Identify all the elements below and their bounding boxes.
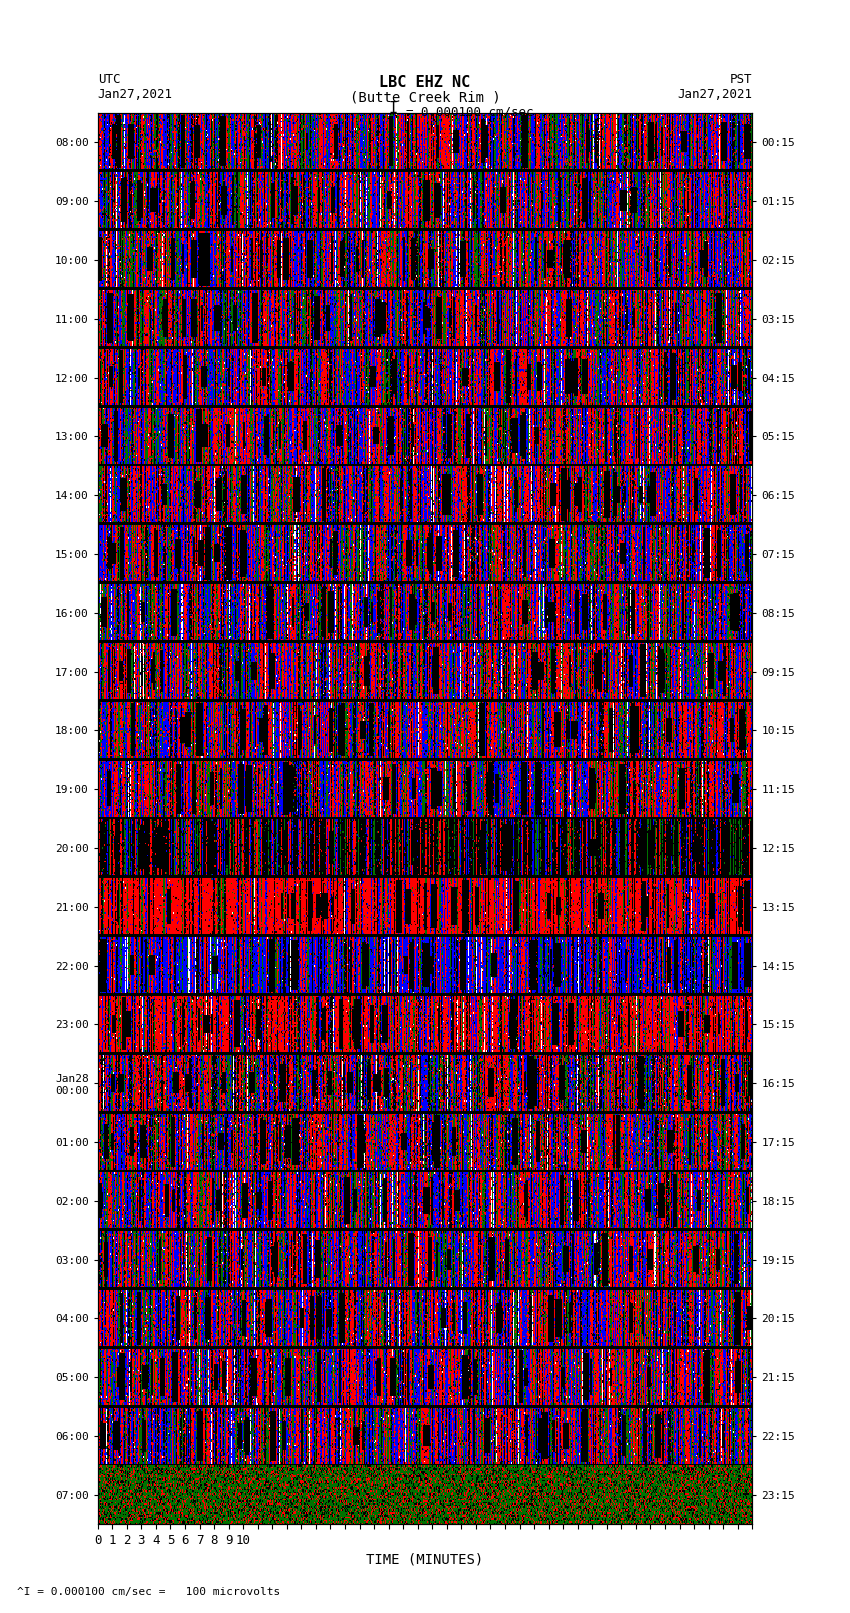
Text: I: I xyxy=(388,102,397,116)
Text: (Butte Creek Rim ): (Butte Creek Rim ) xyxy=(349,90,501,105)
Text: LBC EHZ NC: LBC EHZ NC xyxy=(379,74,471,90)
Text: PST: PST xyxy=(730,73,752,85)
X-axis label: TIME (MINUTES): TIME (MINUTES) xyxy=(366,1553,484,1566)
Text: UTC: UTC xyxy=(98,73,120,85)
Text: Jan27,2021: Jan27,2021 xyxy=(677,87,752,100)
Text: = 0.000100 cm/sec: = 0.000100 cm/sec xyxy=(406,105,534,119)
Text: Jan27,2021: Jan27,2021 xyxy=(98,87,173,100)
Text: ^I = 0.000100 cm/sec =   100 microvolts: ^I = 0.000100 cm/sec = 100 microvolts xyxy=(17,1587,280,1597)
